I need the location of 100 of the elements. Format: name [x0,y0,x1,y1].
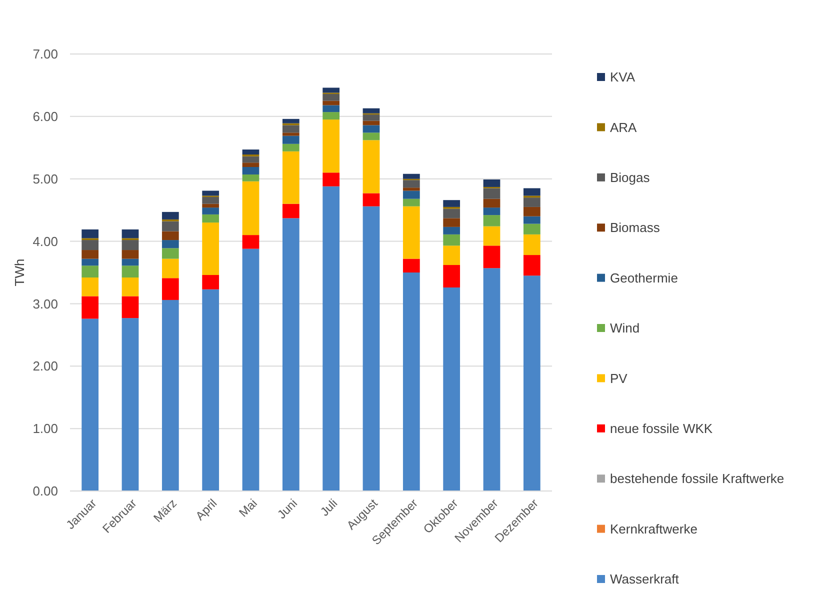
bar [402,272,420,491]
bar [322,100,340,106]
bar [322,94,340,101]
bar [82,250,99,259]
legend-label: Wasserkraft [610,572,680,587]
bar [483,198,500,208]
bar [162,212,179,220]
bar [443,265,460,288]
bar [282,118,300,124]
x-tick-label: Juli [318,496,340,519]
bar [202,196,220,204]
bar [162,300,179,491]
bar [282,144,300,152]
bar [82,240,99,250]
y-tick-label: 6.00 [32,108,58,124]
legend-label: Biogas [610,170,650,185]
bar [82,258,99,266]
bar [523,224,540,234]
bar [162,258,179,278]
bar [322,88,340,93]
bar [282,132,300,136]
bar [322,105,340,112]
legend-label: ARA [610,120,638,135]
bar [202,214,220,223]
bar [483,226,500,246]
x-tick-label: Juni [274,496,300,522]
legend-label: PV [610,370,628,386]
bar [82,318,99,491]
bar [162,248,179,259]
bar [523,198,540,207]
bar [82,229,99,238]
bar [362,206,380,491]
bar [362,125,380,133]
y-tick-label: 1.00 [32,421,58,436]
bar [362,108,380,114]
bar [242,166,260,174]
bar [122,296,139,318]
bar [402,188,420,191]
bar [82,277,99,296]
bar [162,240,179,248]
bar [402,180,420,188]
bar [122,318,139,491]
bar [242,150,260,155]
bar [322,186,340,491]
bar [122,250,139,259]
y-tick-label: 4.00 [32,234,58,249]
bar [483,246,500,268]
legend-label: Geothermie [610,270,678,286]
bar [162,278,179,300]
bar [523,255,540,276]
y-tick-label: 0.00 [32,484,58,499]
legend-label: Biomass [610,220,660,236]
bar [402,190,420,199]
bar [483,179,500,187]
bar [282,204,300,218]
bar [202,222,220,275]
bar [362,193,380,206]
bar [402,206,420,259]
bar [443,218,460,227]
bar [122,258,139,266]
bar [523,216,540,224]
bar [242,156,260,163]
bar [362,140,380,194]
bar [82,266,99,278]
y-tick-label: 5.00 [32,171,58,186]
bar [202,208,220,214]
bar [523,276,540,491]
bar [483,268,500,491]
bar [162,221,179,232]
x-tick-label: Mai [236,496,260,520]
bar [402,198,420,206]
legend-label: KVA [610,70,636,85]
bar [402,258,420,272]
bar [242,162,260,167]
bar [202,274,220,290]
bar [242,235,260,249]
y-tick-label: 2.00 [32,358,58,374]
bar [443,200,460,207]
bar [282,218,300,491]
bar [282,125,300,133]
legend-label: Kernkraftwerke [610,521,698,536]
bar [523,234,540,256]
legend-label: bestehende fossile Kraftwerke [610,471,784,486]
bar [322,120,340,173]
bar [122,266,139,278]
bar [122,240,139,250]
bar [242,181,260,236]
bar [483,188,500,199]
bar [443,246,460,266]
y-axis-title: TWh [12,258,27,286]
bar [202,204,220,208]
bar [242,174,260,182]
y-tick-label: 7.00 [32,46,58,62]
bar [443,208,460,218]
bar [443,226,460,234]
bar [322,112,340,120]
bar [202,289,220,491]
bar [402,174,420,179]
bar [322,172,340,186]
bar [282,136,300,144]
